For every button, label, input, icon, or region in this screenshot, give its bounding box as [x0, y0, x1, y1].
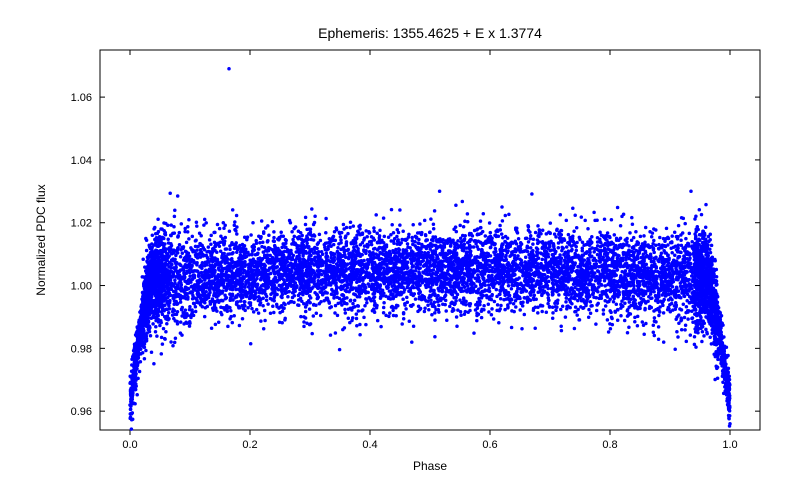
- y-tick-label: 1.02: [71, 218, 92, 230]
- x-axis-label: Phase: [413, 459, 447, 473]
- y-axis-label: Normalized PDC flux: [34, 184, 48, 295]
- chart-title: Ephemeris: 1355.4625 + E x 1.3774: [318, 25, 542, 41]
- x-tick-label: 0.2: [242, 439, 257, 451]
- x-tick-label: 0.8: [602, 439, 617, 451]
- x-tick-label: 0.0: [122, 439, 137, 451]
- x-tick-label: 0.4: [362, 439, 377, 451]
- y-tick-label: 1.00: [71, 281, 92, 293]
- y-tick-label: 0.96: [71, 406, 92, 418]
- x-tick-label: 1.0: [722, 439, 737, 451]
- y-tick-label: 1.04: [71, 155, 92, 167]
- scatter-chart: 0.0 0.2 0.4 0.6 0.8 1.0 0.96 0.98 1.00 1.02 1.04 1.…: [0, 0, 800, 500]
- y-tick-label: 0.98: [71, 343, 92, 355]
- chart-container: 0.0 0.2 0.4 0.6 0.8 1.0 0.96 0.98 1.00 1.02 1.04 1.…: [0, 0, 800, 500]
- y-tick-label: 1.06: [71, 92, 92, 104]
- x-tick-label: 0.6: [482, 439, 497, 451]
